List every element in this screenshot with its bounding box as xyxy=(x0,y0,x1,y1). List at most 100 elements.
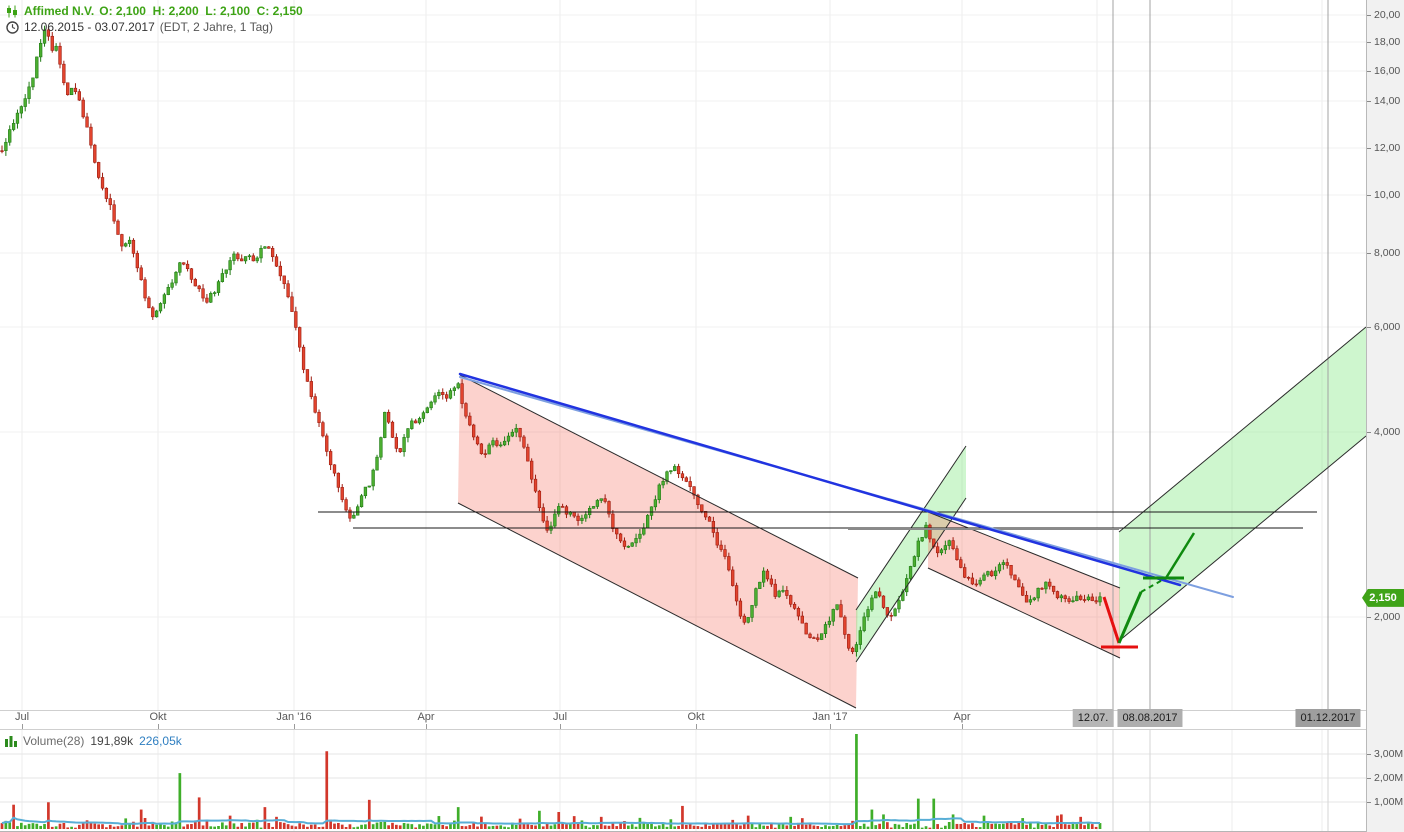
price-tick-label: 2,000 xyxy=(1367,611,1400,623)
candle-body xyxy=(816,637,820,640)
volume-bar xyxy=(870,809,874,829)
candle-body xyxy=(591,506,596,509)
candle-body xyxy=(108,198,112,206)
volume-bar xyxy=(526,824,530,829)
candle-body xyxy=(81,99,85,118)
candle-body xyxy=(1024,594,1029,603)
candle-body xyxy=(661,481,665,486)
volume-bar xyxy=(936,824,939,829)
volume-bar xyxy=(282,822,286,829)
candle-body xyxy=(62,63,66,84)
volume-tick-label: 1,00M xyxy=(1367,796,1403,808)
volume-bar xyxy=(654,826,657,829)
volume-bar xyxy=(565,824,568,829)
price-tick-label: 4,000 xyxy=(1367,426,1400,438)
volume-bar xyxy=(367,799,371,829)
candle-body xyxy=(881,595,886,608)
candle-body xyxy=(518,427,522,438)
candle-body xyxy=(162,294,167,304)
time-tick-mark xyxy=(962,724,963,729)
candle-body xyxy=(769,578,774,585)
candle-body xyxy=(66,82,70,96)
volume-bar xyxy=(812,825,816,829)
volume-bar xyxy=(178,773,182,829)
volume-bar xyxy=(634,826,638,829)
volume-bar xyxy=(847,824,851,829)
candle-body xyxy=(847,634,851,649)
volume-bar xyxy=(777,822,781,829)
volume-bar xyxy=(460,826,464,829)
volume-bar xyxy=(193,820,197,829)
candle-body xyxy=(680,473,685,479)
candle-body xyxy=(653,499,658,508)
volume-bar xyxy=(688,824,692,829)
candle-body xyxy=(143,279,147,299)
volume-bar xyxy=(340,824,344,829)
candle-body xyxy=(456,383,460,389)
volume-legend[interactable]: Volume(28) 191,89k 226,05k xyxy=(5,734,182,748)
candle-body xyxy=(298,327,302,348)
volume-bar xyxy=(35,823,39,829)
volume-bar xyxy=(0,823,4,829)
volume-bar xyxy=(62,822,66,829)
candle-body xyxy=(197,285,201,290)
candle-body xyxy=(27,86,31,99)
candle-body xyxy=(502,440,507,446)
volume-bar xyxy=(286,824,290,829)
volume-bar xyxy=(348,824,352,829)
volume-bar xyxy=(580,820,584,829)
volume-bar xyxy=(893,823,897,829)
volume-bar xyxy=(1071,821,1075,829)
candle-body xyxy=(580,517,584,521)
volume-bar xyxy=(592,825,595,829)
date-marker-label[interactable]: 12.07. xyxy=(1072,708,1114,727)
candle-body xyxy=(390,421,395,438)
candle-body xyxy=(8,129,12,143)
candle-body xyxy=(1071,600,1075,603)
volume-bar xyxy=(263,807,267,829)
volume-bar xyxy=(128,823,131,829)
channel-edge xyxy=(1118,326,1367,533)
volume-bar xyxy=(762,825,765,829)
volume-bar xyxy=(1094,826,1098,829)
volume-bar xyxy=(112,826,116,829)
volume-bar xyxy=(77,824,81,829)
volume-bar xyxy=(135,826,139,829)
candle-body xyxy=(935,546,940,554)
candle-body xyxy=(278,265,283,277)
candle-body xyxy=(444,394,449,399)
candle-body xyxy=(73,87,78,92)
candle-body xyxy=(912,556,917,567)
volume-bar xyxy=(793,825,796,829)
volume-bar xyxy=(576,822,580,829)
candle-body xyxy=(955,548,959,561)
date-marker-label[interactable]: 01.12.2017 xyxy=(1295,708,1361,727)
volume-bar xyxy=(514,824,518,829)
candle-body xyxy=(120,234,124,247)
candle-body xyxy=(464,403,468,417)
volume-bar xyxy=(445,826,448,829)
instrument-legend[interactable]: Affimed N.V. O: 2,100 H: 2,200 L: 2,100 … xyxy=(6,4,303,18)
price-tick-label: 18,00 xyxy=(1367,36,1400,48)
range-legend[interactable]: 12.06.2015 - 03.07.2017 (EDT, 2 Jahre, 1… xyxy=(6,20,273,34)
volume-bar xyxy=(105,827,108,829)
candle-body xyxy=(232,253,236,261)
date-marker-label[interactable]: 08.08.2017 xyxy=(1117,708,1183,727)
price-axis[interactable]: 20,00 18,00 16,00 14,00 12,00 10,00 8,000 6,000… xyxy=(1366,0,1404,832)
candle-body xyxy=(765,570,770,580)
volume-bar xyxy=(924,826,928,829)
candle-body xyxy=(626,545,630,548)
volume-bar xyxy=(259,827,263,829)
candle-body xyxy=(1028,599,1033,603)
volume-bar xyxy=(561,822,564,829)
volume-bar xyxy=(248,822,251,829)
time-tick-label: Apr xyxy=(953,711,971,723)
candle-body xyxy=(93,144,97,163)
candle-body xyxy=(85,116,89,128)
candle-body xyxy=(858,630,862,645)
candle-body xyxy=(719,544,723,550)
candle-body xyxy=(135,253,139,269)
candle-body xyxy=(1086,596,1091,601)
volume-bar xyxy=(441,825,445,829)
